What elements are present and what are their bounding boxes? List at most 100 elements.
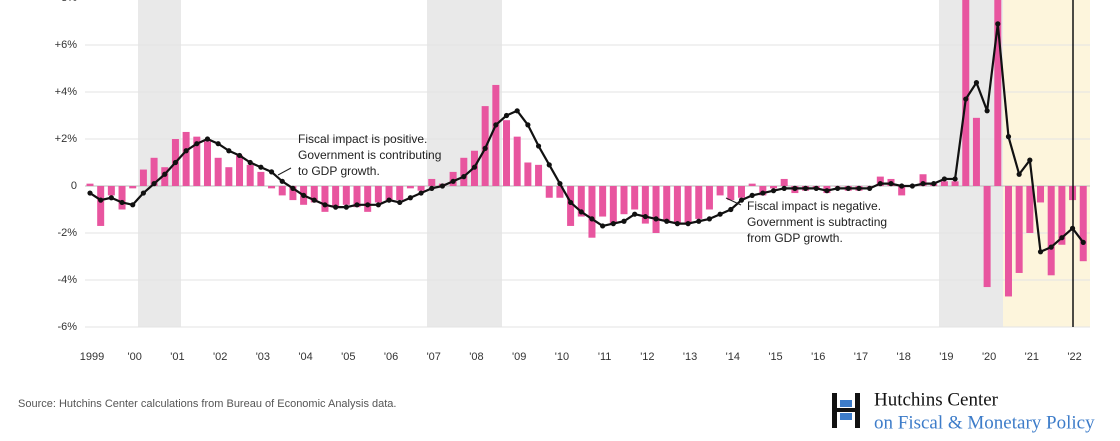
line-point xyxy=(642,213,648,220)
line-point xyxy=(610,221,616,227)
y-tick-label: 0 xyxy=(71,180,77,192)
logo-subtitle: on Fiscal & Monetary Policy xyxy=(874,412,1095,433)
x-tick-label: '11 xyxy=(598,351,612,363)
line-point xyxy=(728,206,734,213)
bar xyxy=(641,186,649,224)
bar xyxy=(1079,186,1087,262)
line-point xyxy=(856,185,862,191)
bar xyxy=(940,181,948,186)
bar xyxy=(695,186,703,219)
line-point xyxy=(738,197,745,203)
bar xyxy=(342,186,350,205)
bar xyxy=(652,186,660,233)
bar xyxy=(406,186,414,189)
line-point xyxy=(546,162,552,168)
line-point xyxy=(1016,171,1022,177)
bar xyxy=(107,186,115,196)
line-point xyxy=(151,181,157,187)
y-tick-label: -6% xyxy=(57,321,77,333)
bar xyxy=(182,131,190,186)
line-point xyxy=(194,141,200,147)
line-point xyxy=(589,216,595,222)
bar xyxy=(321,186,329,212)
bar xyxy=(556,186,564,198)
line-point xyxy=(706,216,713,222)
x-tick-label: '16 xyxy=(811,351,825,363)
bar xyxy=(150,157,158,186)
line-point xyxy=(268,169,275,175)
bar xyxy=(289,186,297,201)
line-point xyxy=(333,204,339,210)
annotation: Fiscal impact is positive. Government is… xyxy=(298,132,441,178)
x-tick-label: '22 xyxy=(1067,351,1081,363)
line-point xyxy=(845,185,851,191)
bar xyxy=(503,120,511,186)
line-point xyxy=(204,136,211,142)
line-point xyxy=(493,122,499,128)
line-point xyxy=(236,152,243,159)
line-point xyxy=(621,218,627,224)
x-tick-label: '03 xyxy=(256,351,270,363)
bar xyxy=(983,186,991,288)
line-point xyxy=(632,211,638,217)
line-point xyxy=(899,183,905,189)
line-point xyxy=(311,197,317,203)
line-point xyxy=(140,190,146,196)
line-point xyxy=(760,190,766,196)
bar xyxy=(97,186,105,226)
bar xyxy=(139,169,147,186)
line-point xyxy=(931,181,937,187)
line-point xyxy=(482,145,488,151)
bar xyxy=(1026,186,1034,233)
bar xyxy=(567,186,575,226)
line-point xyxy=(952,176,958,182)
line xyxy=(89,22,1085,253)
line-point xyxy=(258,164,264,170)
line-point xyxy=(963,96,969,102)
x-tick-label: '09 xyxy=(512,351,526,363)
line-point xyxy=(909,183,915,189)
x-tick-label: '08 xyxy=(469,351,483,363)
x-tick-label: '12 xyxy=(640,351,654,363)
line-point xyxy=(557,181,563,187)
x-tick-label: '13 xyxy=(683,351,697,363)
line-point xyxy=(322,202,328,208)
bar xyxy=(748,183,756,186)
y-tick-label: -4% xyxy=(57,274,77,286)
line-point xyxy=(1080,239,1086,245)
line-point xyxy=(162,171,168,177)
recession-shade xyxy=(939,0,1003,327)
bar xyxy=(609,186,617,224)
x-tick-label: '19 xyxy=(939,351,953,363)
bar xyxy=(225,167,233,186)
bar xyxy=(994,0,1002,186)
line-point xyxy=(984,108,990,114)
line-point xyxy=(119,199,125,206)
line-point xyxy=(215,141,221,147)
bar xyxy=(770,186,778,189)
x-tick-label: '21 xyxy=(1025,351,1039,363)
line-point xyxy=(717,211,723,217)
x-tick-label: '14 xyxy=(726,351,740,363)
line-point xyxy=(770,188,777,194)
y-tick-label: +6% xyxy=(55,39,78,51)
line-point xyxy=(888,181,894,187)
bar xyxy=(513,136,521,186)
x-tick-label: '01 xyxy=(170,351,184,363)
line-point xyxy=(365,202,371,208)
bar xyxy=(588,186,596,238)
x-tick-label: '17 xyxy=(854,351,868,363)
line-point xyxy=(503,112,510,119)
bar xyxy=(332,186,340,208)
line-point xyxy=(418,190,424,196)
line-point xyxy=(568,199,574,206)
line-point xyxy=(247,159,253,166)
annotation-line: Fiscal impact is negative. xyxy=(747,199,881,213)
line-point xyxy=(813,185,819,191)
line-point xyxy=(290,185,296,191)
x-tick-label: '04 xyxy=(298,351,312,363)
line-point xyxy=(450,178,456,184)
bar xyxy=(919,174,927,186)
line-point xyxy=(1048,244,1054,250)
bar xyxy=(129,186,137,189)
